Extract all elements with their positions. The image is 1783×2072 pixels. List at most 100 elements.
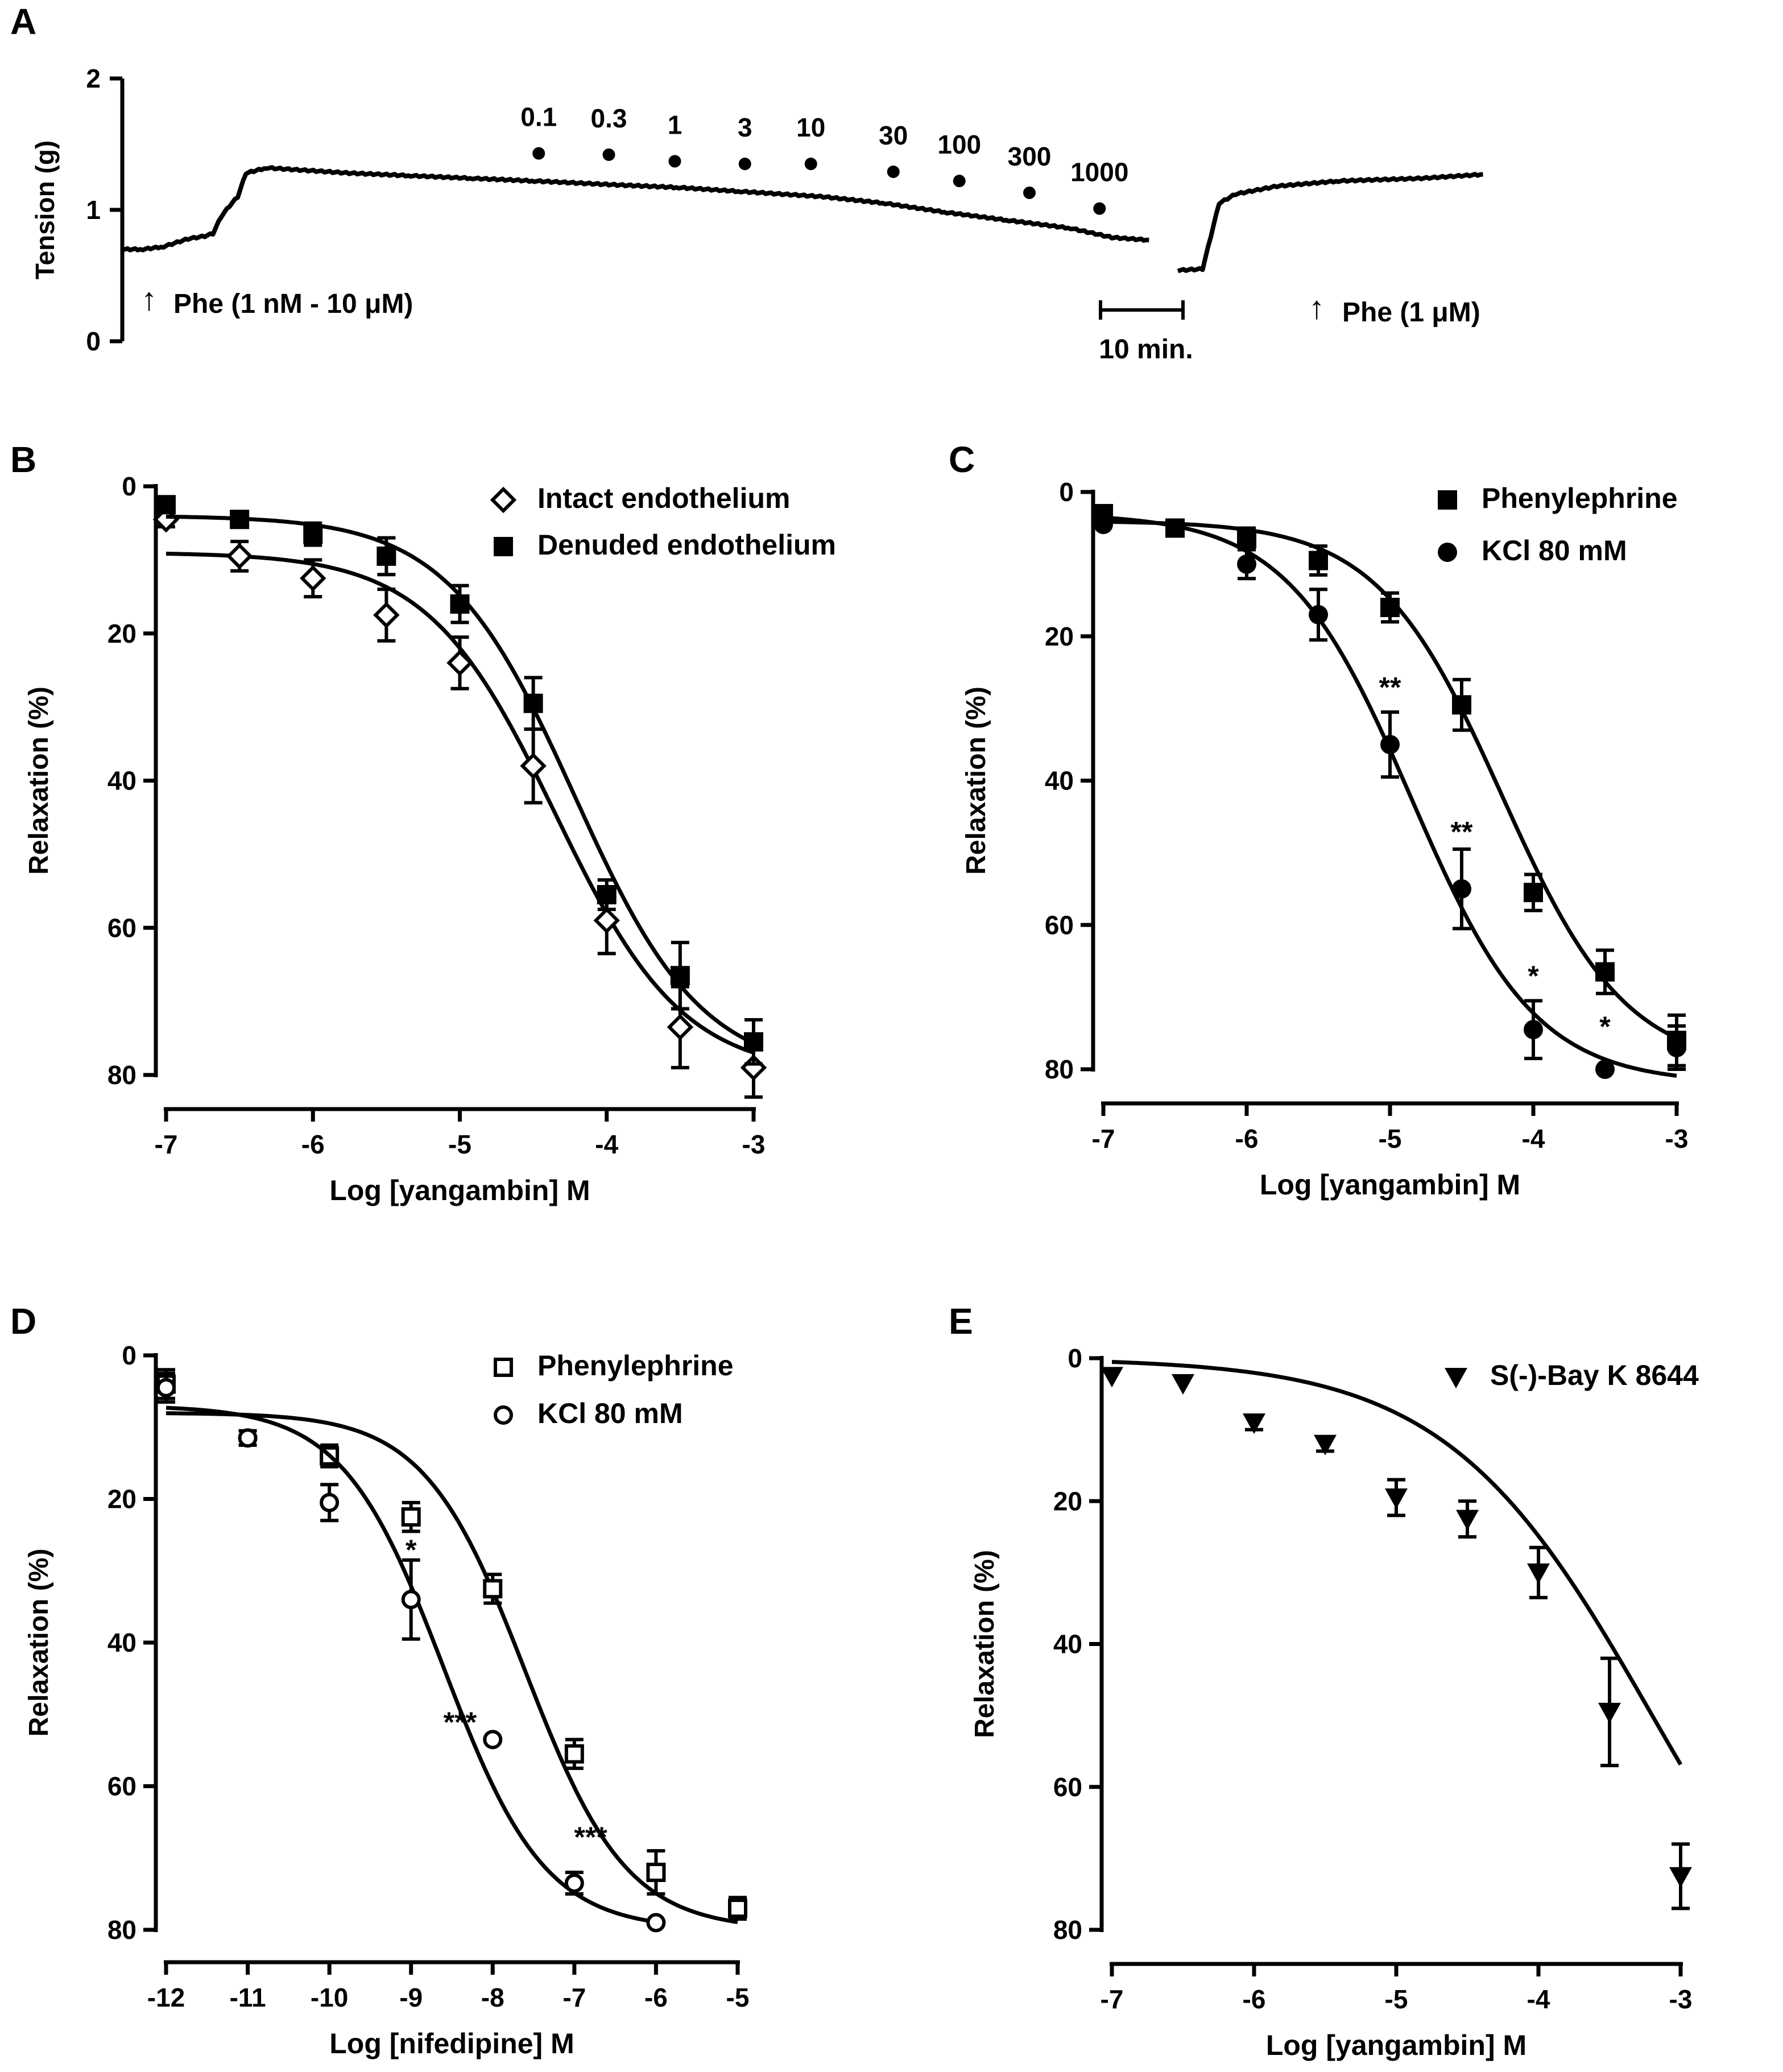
panel-letter-b: B — [10, 439, 36, 480]
x-tick-label-e: -7 — [1101, 1984, 1124, 2014]
x-tick-label-d: -11 — [230, 1983, 266, 2012]
data-point-b-1 — [450, 594, 470, 614]
data-point-b-0 — [226, 543, 253, 570]
x-tick-label-c: -7 — [1092, 1124, 1115, 1153]
x-tick-label-c: -3 — [1665, 1124, 1689, 1153]
significance-mark: * — [406, 1534, 417, 1566]
fit-curve-b-0 — [166, 552, 755, 1055]
y-tick-label-e: 40 — [1053, 1630, 1082, 1659]
dose-dot — [1093, 202, 1106, 215]
data-point-b-1 — [156, 495, 176, 515]
dose-label: 10 — [796, 113, 825, 142]
x-tick-label-e: -4 — [1527, 1984, 1550, 2014]
x-axis-label-c: Log [yangambin] M — [1260, 1169, 1520, 1201]
data-point-c-1 — [1380, 735, 1400, 755]
data-point-c-1 — [1309, 605, 1328, 625]
y-tick-label-c: 0 — [1059, 477, 1074, 507]
legend-label-e-0: S(-)-Bay K 8644 — [1490, 1359, 1699, 1391]
legend-label-d-1: KCl 80 mM — [537, 1397, 683, 1429]
significance-mark: ** — [1379, 672, 1401, 704]
data-point-d-0 — [564, 1744, 584, 1764]
y-axis-label-b: Relaxation (%) — [24, 686, 54, 875]
significance-mark: * — [1599, 1011, 1611, 1043]
x-tick-label-e: -5 — [1385, 1984, 1408, 2014]
data-point-e-0 — [1172, 1374, 1194, 1395]
data-point-b-1 — [523, 693, 543, 713]
data-point-b-0 — [300, 565, 326, 592]
data-point-e-0 — [1243, 1413, 1265, 1434]
x-tick-label-d: -5 — [726, 1983, 750, 2012]
data-point-b-1 — [230, 510, 250, 530]
phe-annotation-2: Phe (1 μM) — [1342, 297, 1480, 328]
panel-letter-d: D — [10, 1301, 36, 1342]
x-tick-label-d: -10 — [311, 1983, 348, 2012]
y-tick-label-a: 2 — [86, 64, 101, 93]
significance-mark: *** — [444, 1706, 477, 1738]
data-point-d-1 — [320, 1492, 340, 1512]
x-tick-label-c: -6 — [1235, 1124, 1259, 1153]
y-tick-label-d: 0 — [122, 1341, 136, 1370]
fit-curve-d-0 — [166, 1411, 738, 1924]
dose-label: 100 — [937, 130, 981, 159]
dose-dot — [953, 175, 966, 188]
x-tick-label-b: -5 — [448, 1130, 471, 1159]
legend-label-c-0: Phenylephrine — [1482, 482, 1678, 514]
x-tick-label-c: -5 — [1379, 1124, 1402, 1153]
data-point-d-0 — [401, 1507, 421, 1527]
x-tick-label-b: -7 — [155, 1130, 178, 1159]
y-tick-label-e: 80 — [1053, 1915, 1082, 1945]
legend-label-d-0: Phenylephrine — [537, 1350, 734, 1382]
y-tick-label-d: 20 — [107, 1484, 136, 1514]
y-tick-label-c: 80 — [1045, 1054, 1074, 1084]
legend-marker-e-0 — [1445, 1368, 1467, 1388]
panel-letter-c: C — [949, 439, 975, 480]
data-point-d-1 — [401, 1590, 421, 1610]
legend-marker-c-0 — [1438, 490, 1457, 510]
tension-trace-a — [121, 165, 1149, 253]
dose-dot — [738, 158, 751, 171]
data-point-d-0 — [728, 1899, 747, 1918]
x-tick-label-d: -7 — [562, 1983, 586, 2012]
scale-bar-label: 10 min. — [1099, 334, 1193, 365]
x-tick-label-e: -6 — [1243, 1984, 1266, 2014]
data-point-b-0 — [593, 907, 620, 934]
significance-mark: * — [1528, 960, 1539, 992]
arrow-up-icon: ↑ — [1309, 289, 1325, 325]
y-tick-label-a: 0 — [86, 326, 101, 356]
dose-label: 0.3 — [591, 104, 627, 133]
dose-label: 300 — [1008, 142, 1052, 171]
x-tick-label-b: -4 — [595, 1130, 618, 1159]
legend-marker-d-0 — [494, 1358, 513, 1377]
y-axis-label-d: Relaxation (%) — [24, 1549, 54, 1737]
y-tick-label-c: 60 — [1045, 910, 1074, 940]
dose-dot — [532, 147, 545, 160]
data-point-b-1 — [303, 524, 323, 544]
data-point-e-0 — [1527, 1563, 1550, 1584]
dose-label: 30 — [879, 121, 908, 150]
y-tick-label-c: 20 — [1045, 622, 1074, 651]
significance-mark: ** — [1451, 816, 1473, 847]
data-point-b-0 — [373, 602, 400, 628]
x-tick-label-d: -12 — [147, 1983, 185, 2012]
legend-marker-b-1 — [494, 537, 513, 556]
data-point-c-0 — [1595, 962, 1615, 982]
panel-letter-e: E — [949, 1301, 973, 1342]
x-axis-label-e: Log [yangambin] M — [1266, 2029, 1526, 2061]
data-point-c-1 — [1524, 1020, 1543, 1040]
data-point-e-0 — [1598, 1702, 1621, 1723]
dose-label: 0.1 — [520, 102, 557, 132]
y-tick-label-c: 40 — [1045, 766, 1074, 796]
legend-label-b-0: Intact endothelium — [537, 482, 790, 514]
tension-trace-phe-a — [1177, 172, 1483, 274]
data-point-e-0 — [1101, 1367, 1123, 1388]
data-point-b-0 — [520, 752, 547, 779]
y-axis-label-a: Tension (g) — [30, 140, 60, 279]
legend-label-b-1: Denuded endothelium — [537, 529, 836, 561]
data-point-d-1 — [156, 1378, 176, 1397]
x-tick-label-d: -6 — [644, 1983, 668, 2012]
data-point-c-0 — [1237, 529, 1256, 549]
dose-dot — [887, 166, 900, 179]
x-tick-label-e: -3 — [1669, 1984, 1693, 2014]
y-tick-label-b: 0 — [122, 472, 136, 501]
data-point-d-1 — [483, 1730, 503, 1750]
